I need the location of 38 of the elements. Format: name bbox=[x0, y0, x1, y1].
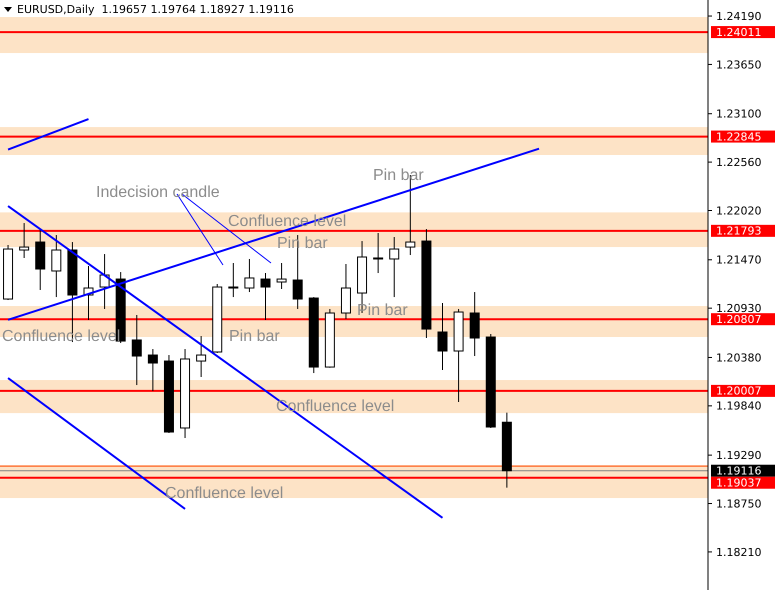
annotation: Confluence level bbox=[228, 213, 346, 230]
candlestick bbox=[389, 236, 400, 298]
candlestick bbox=[51, 234, 62, 298]
candlestick bbox=[244, 258, 254, 293]
y-tick-label: 1.20930 bbox=[716, 302, 762, 316]
ref-line-label: 1.19116 bbox=[716, 464, 762, 478]
y-tick-label: 1.23650 bbox=[716, 58, 762, 72]
candlestick bbox=[148, 348, 158, 392]
candlestick bbox=[19, 222, 30, 258]
annotation: Pin bar bbox=[357, 302, 408, 319]
y-tick-label: 1.22560 bbox=[716, 156, 762, 169]
annotation: Indecision candle bbox=[96, 184, 220, 201]
ref-line-label: 1.20807 bbox=[716, 313, 762, 326]
chart-title: EURUSD,Daily 1.19657 1.19764 1.18927 1.19116 bbox=[17, 3, 294, 16]
candlestick bbox=[373, 232, 384, 274]
y-tick-label: 1.23100 bbox=[716, 108, 762, 121]
annotation: Confluence level bbox=[165, 485, 284, 502]
y-tick-label: 1.18750 bbox=[716, 497, 762, 510]
candlestick bbox=[228, 262, 238, 298]
y-tick-label: 1.19290 bbox=[716, 448, 762, 462]
y-tick-label: 1.24190 bbox=[716, 10, 762, 23]
candlestick bbox=[276, 262, 287, 290]
y-tick-label: 1.21470 bbox=[716, 254, 762, 267]
candlestick bbox=[438, 302, 448, 371]
annotation: Pin bar bbox=[373, 167, 424, 184]
y-tick-label: 1.22020 bbox=[716, 204, 762, 218]
ref-line-label: 1.19037 bbox=[716, 476, 762, 490]
ref-line-label: 1.22845 bbox=[716, 130, 762, 144]
candlestick bbox=[132, 314, 142, 386]
annotation: Pin bar bbox=[229, 328, 280, 345]
candlestick bbox=[196, 336, 206, 378]
y-tick-label: 1.19840 bbox=[716, 400, 762, 413]
y-tick-label: 1.20380 bbox=[716, 351, 762, 364]
ref-line-label: 1.20007 bbox=[716, 384, 762, 398]
y-tick-label: 1.18210 bbox=[716, 546, 762, 559]
candlestick bbox=[260, 272, 270, 320]
ref-line-label: 1.24011 bbox=[716, 26, 762, 39]
ref-line-label: 1.21793 bbox=[716, 224, 762, 238]
